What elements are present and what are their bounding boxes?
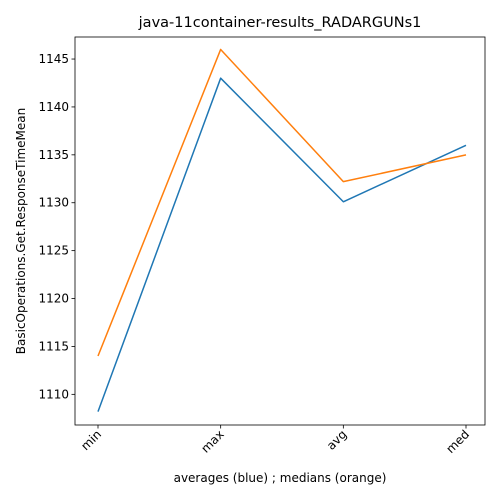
y-tick-label: 1120 (38, 292, 69, 306)
chart-title: java-11container-results_RADARGUNs1 (138, 15, 422, 31)
y-axis-label: BasicOperations.Get.ResponseTimeMean (14, 108, 28, 354)
y-tick-label: 1145 (38, 52, 69, 66)
x-axis-label: averages (blue) ; medians (orange) (174, 471, 387, 485)
y-tick-label: 1110 (38, 387, 69, 401)
series-line-1 (97, 48, 467, 357)
y-tick-label: 1140 (38, 100, 69, 114)
series-line-0 (97, 77, 467, 412)
plot-frame (74, 36, 486, 426)
y-tick-label: 1135 (38, 148, 69, 162)
y-tick-label: 1125 (38, 244, 69, 258)
y-tick-label: 1115 (38, 339, 69, 353)
y-tick-label: 1130 (38, 196, 69, 210)
